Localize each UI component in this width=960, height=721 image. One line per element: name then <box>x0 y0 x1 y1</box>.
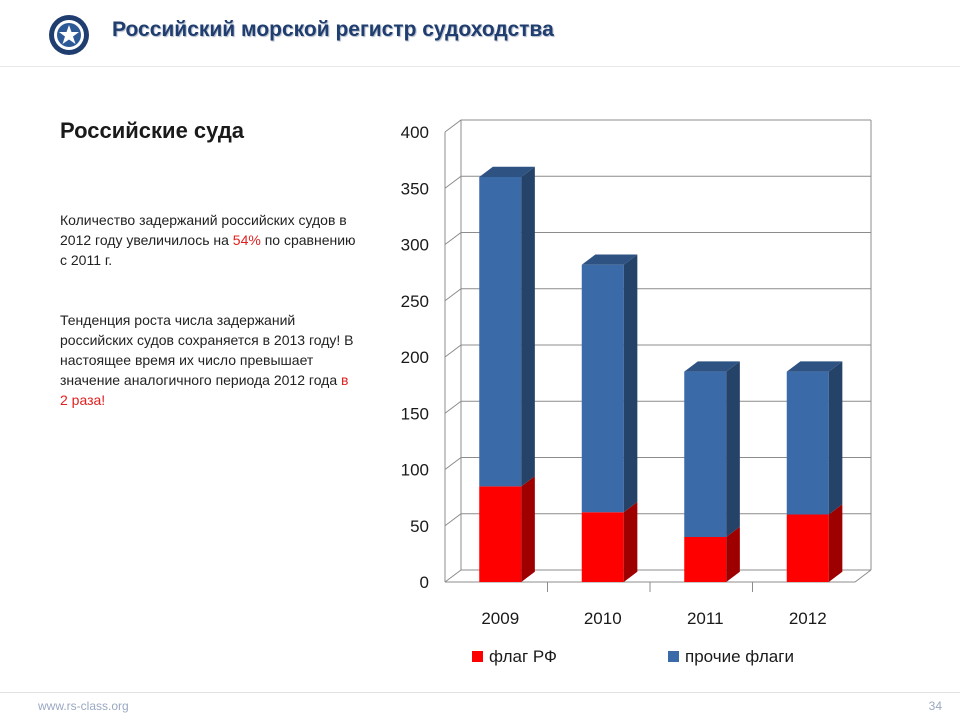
paragraph-trend-2013: Тенденция роста числа задержаний российс… <box>60 310 360 410</box>
chart-floor-edge <box>445 569 872 583</box>
footer-url: www.rs-class.org <box>38 699 129 713</box>
page-number: 34 <box>928 699 942 713</box>
y-tick-label: 250 <box>401 292 429 311</box>
gridline <box>444 119 871 133</box>
bar-flag-rf-2011 <box>684 537 727 582</box>
bar-side-face <box>623 254 638 513</box>
y-tick-label: 50 <box>410 517 429 536</box>
bar-side-face <box>521 166 535 487</box>
slide-title: Российские суда <box>60 118 245 143</box>
bar-top-face <box>786 361 843 372</box>
header-title: Российский морской регистр судоходства <box>112 18 554 41</box>
x-tick-label: 2011 <box>687 609 724 628</box>
bar-side-face <box>726 361 740 537</box>
bar-side-face <box>623 502 638 582</box>
legend-swatch <box>472 651 483 662</box>
bar-other-flags-2009 <box>479 177 522 487</box>
paragraph-detentions-2012: Количество задержаний российских судов в… <box>60 210 360 270</box>
paragraph-text: Количество задержаний российских судов в… <box>60 212 347 248</box>
register-logo-icon <box>49 15 89 55</box>
bar-top-face <box>479 166 535 177</box>
paragraph-text: Тенденция роста числа задержаний российс… <box>60 312 354 388</box>
legend-swatch <box>668 651 679 662</box>
x-tick-label: 2012 <box>789 609 827 628</box>
y-tick-label: 200 <box>401 348 429 367</box>
y-tick-label: 0 <box>420 573 429 592</box>
x-tick-label: 2009 <box>481 609 519 628</box>
bar-top-face <box>581 254 638 265</box>
stacked-bar-chart: 0 50 100 150 200 250 300 350 400 2009 2010 2011 2012… <box>401 119 872 666</box>
y-tick-label: 150 <box>401 404 429 423</box>
highlight-percent: 54% <box>232 232 261 248</box>
header: Российский морской регистр судоходства <box>0 0 960 67</box>
y-tick-label: 300 <box>401 236 429 255</box>
bar-flag-rf-2010 <box>581 512 624 582</box>
highlight-ratio: в 2 раза! <box>60 372 349 408</box>
bar-top-face <box>684 361 740 372</box>
legend-label: прочие флаги <box>685 647 794 666</box>
bar-side-face <box>521 476 535 582</box>
x-tick-label: 2010 <box>584 609 622 628</box>
gridline <box>444 288 871 302</box>
y-tick-label: 400 <box>401 123 429 142</box>
bar-other-flags-2012 <box>786 371 829 515</box>
bar-side-face <box>726 526 740 582</box>
footer: www.rs-class.org 34 <box>0 692 960 721</box>
bar-flag-rf-2012 <box>786 514 829 582</box>
gridline <box>444 232 871 245</box>
legend-label: флаг РФ <box>489 647 557 666</box>
bar-other-flags-2010 <box>581 264 624 513</box>
bar-other-flags-2011 <box>684 371 727 537</box>
paragraph-text: по сравнению с 2011 г. <box>60 232 356 268</box>
bar-side-face <box>828 361 843 515</box>
bar-side-face <box>828 504 843 582</box>
y-tick-label: 100 <box>401 461 429 480</box>
gridline <box>444 175 871 189</box>
gridline <box>444 344 871 358</box>
y-tick-label: 350 <box>401 179 429 198</box>
bar-flag-rf-2009 <box>479 486 522 582</box>
